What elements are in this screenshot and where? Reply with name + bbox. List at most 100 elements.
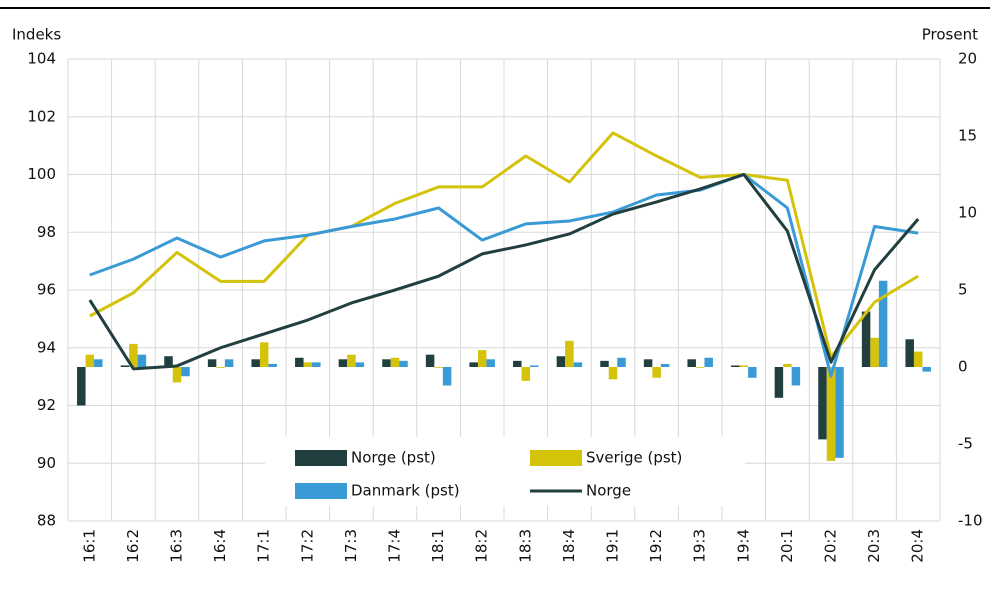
legend-swatch [295, 450, 347, 466]
x-tick-label: 17:2 [298, 529, 316, 563]
bar [425, 354, 435, 367]
bar [608, 367, 618, 380]
bar [347, 354, 356, 367]
x-tick-label: 18:2 [473, 529, 491, 563]
bar [748, 367, 757, 378]
bar [85, 354, 95, 367]
bar [338, 359, 348, 367]
bar [382, 359, 391, 367]
bar [695, 367, 705, 368]
bar [530, 365, 539, 367]
y-tick-label: 92 [37, 396, 56, 414]
bar [739, 365, 749, 367]
bar [172, 367, 182, 383]
y-tick-label: 94 [37, 338, 56, 356]
y2-axis-label: Prosent [922, 26, 978, 44]
bar [295, 357, 304, 367]
bar [818, 367, 827, 440]
x-tick-label: 17:1 [255, 529, 273, 563]
bar [905, 339, 914, 367]
y-tick-label: 96 [37, 281, 56, 299]
bar [870, 337, 879, 367]
bar [268, 363, 277, 367]
y-tick-label: 88 [37, 512, 56, 530]
bar [129, 343, 138, 367]
bar [251, 359, 260, 367]
bar [835, 367, 844, 458]
legend-label: Norge (pst) [351, 449, 436, 467]
x-tick-label: 17:3 [342, 529, 360, 563]
bar [783, 363, 792, 367]
y2-tick-label: 0 [958, 358, 968, 376]
bar [643, 359, 653, 367]
bar [861, 311, 871, 367]
x-tick-label: 16:2 [124, 529, 142, 563]
bar [826, 367, 836, 461]
bar [399, 360, 408, 367]
bar [791, 367, 801, 386]
x-tick-label: 16:3 [168, 529, 186, 563]
x-tick-label: 17:4 [386, 529, 404, 563]
x-tick-label: 20:4 [909, 529, 927, 563]
bar [565, 340, 574, 367]
legend: Norge (pst) Sverige (pst) Danmark (pst) Nor… [265, 437, 745, 506]
line [89, 131, 919, 359]
bar [573, 362, 583, 367]
y-tick-label: 98 [37, 223, 56, 241]
bar [137, 354, 147, 367]
bar [216, 367, 225, 368]
bar [77, 367, 86, 406]
y2-tick-label: 20 [958, 50, 977, 68]
y-tick-label: 90 [37, 454, 56, 472]
y2-tick-label: 15 [958, 127, 977, 145]
bar [477, 350, 487, 367]
x-tick-label: 20:3 [865, 529, 883, 563]
bar [94, 359, 103, 367]
legend-label: Sverige (pst) [586, 449, 682, 467]
bar [120, 365, 130, 367]
bar [617, 357, 626, 367]
bar [259, 342, 269, 367]
bar [600, 360, 609, 367]
bar [513, 360, 522, 367]
x-tick-label: 20:2 [822, 529, 840, 563]
bar [303, 362, 313, 367]
y-axis-label: Indeks [12, 26, 61, 44]
x-tick-label: 18:4 [560, 529, 578, 563]
x-tick-label: 18:1 [429, 529, 447, 563]
legend-label: Danmark (pst) [351, 482, 460, 500]
bar [774, 367, 784, 398]
y-tick-label: 102 [27, 107, 56, 125]
y-tick-label: 104 [27, 50, 56, 68]
bar [731, 365, 740, 367]
bar [390, 357, 400, 367]
line [89, 173, 919, 378]
bar [704, 357, 713, 367]
bar [556, 356, 566, 367]
y-tick-label: 100 [27, 165, 56, 183]
bar [469, 362, 478, 367]
x-tick-label: 16:4 [211, 529, 229, 563]
bar [207, 359, 217, 367]
legend-swatch [295, 483, 347, 499]
legend-swatch [530, 450, 582, 466]
bar [164, 356, 173, 367]
bar [355, 362, 365, 367]
bar [913, 351, 923, 367]
bar [687, 359, 696, 367]
x-tick-label: 20:1 [778, 529, 796, 563]
x-tick-label: 19:3 [691, 529, 709, 563]
bar [922, 367, 931, 372]
line [88, 173, 920, 371]
y2-tick-label: 10 [958, 204, 977, 222]
bar [224, 359, 234, 367]
x-tick-label: 16:1 [80, 529, 98, 563]
y2-tick-label: -5 [958, 435, 973, 453]
legend-label: Norge [586, 482, 631, 500]
x-tick-label: 19:1 [604, 529, 622, 563]
bar [312, 362, 321, 367]
bar [521, 367, 531, 381]
bar [486, 359, 495, 367]
bar [660, 363, 670, 367]
